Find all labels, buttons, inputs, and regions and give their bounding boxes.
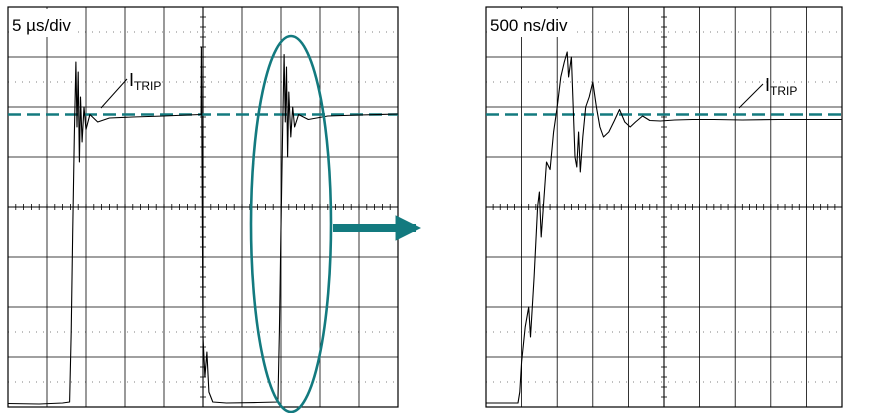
left-itrip-label: ITRIP [129,70,161,93]
right-timebase-label: 500 ns/div [490,16,568,35]
left-itrip-main: I [129,70,134,90]
right-grid [485,6,843,408]
right-title-background [487,9,573,37]
right-itrip-main: I [765,75,770,95]
right-itrip-subscript: TRIP [770,84,797,98]
left-itrip-subscript: TRIP [134,79,161,93]
left-scope-panel: 5 µs/div ITRIP [7,6,399,408]
right-waveform-trace [486,51,842,404]
left-timebase-label: 5 µs/div [12,16,71,35]
right-scope-panel: 500 ns/div ITRIP [485,6,843,408]
zoom-highlight-ellipse [249,34,333,413]
left-title-background [9,9,76,37]
right-itrip-leader-line [738,83,764,109]
left-waveform-trace [7,46,399,405]
right-itrip-label: ITRIP [765,75,797,98]
left-itrip-leader-line [100,78,128,109]
